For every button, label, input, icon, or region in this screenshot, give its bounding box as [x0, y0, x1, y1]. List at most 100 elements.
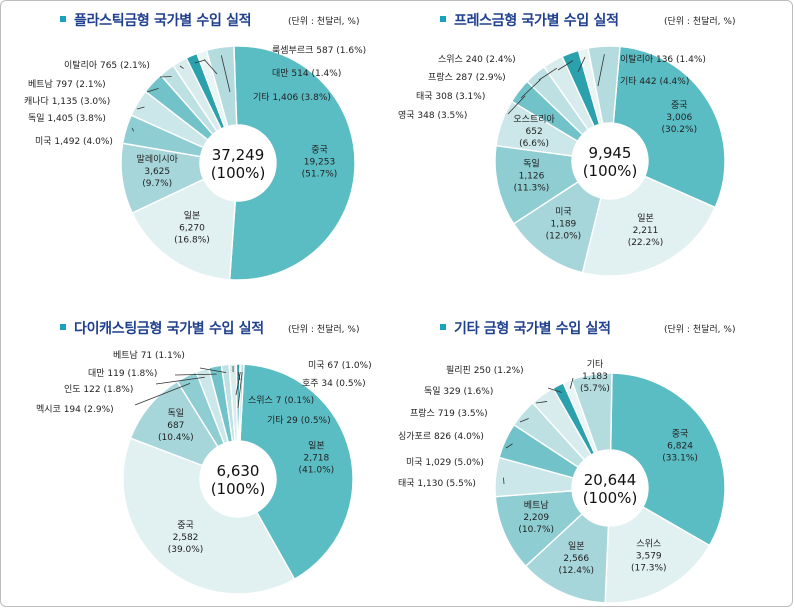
- center-total-pct: (100%): [583, 162, 638, 180]
- slice-label-태국: 태국 1,130 (5.5%): [398, 478, 476, 489]
- leader-line: [569, 377, 574, 389]
- slice-pct: (33.1%): [662, 453, 698, 463]
- center-total-pct: (100%): [583, 489, 638, 507]
- slice-value: 1,126: [519, 172, 545, 182]
- slice-일본: [131, 178, 237, 281]
- slice-name: 중국: [671, 100, 688, 111]
- slice-pct: (11.3%): [514, 184, 550, 194]
- slice-name: 일본: [637, 213, 654, 224]
- center-total-value: 37,249: [212, 146, 265, 164]
- slice-name: 일본: [308, 441, 325, 452]
- slice-name: 기타: [587, 359, 604, 370]
- slice-value: 3,579: [636, 552, 662, 562]
- leader-line: [179, 65, 184, 69]
- leader-line: [203, 59, 218, 75]
- slice-name: 중국: [311, 144, 328, 155]
- slice-name: 일본: [184, 210, 201, 221]
- leader-line: [538, 67, 558, 81]
- chart-title: 다이캐스팅금형 국가별 수입 실적: [60, 318, 264, 338]
- slice-value: 652: [526, 127, 543, 137]
- slice-name: 독일: [168, 408, 185, 419]
- slice-value: 2,566: [563, 554, 589, 564]
- slice-name: 독일: [523, 159, 540, 170]
- chart-title: 프레스금형 국가별 수입 실적: [440, 10, 619, 30]
- donut-chart: 37,249(100%) 중국 19,253 (51.7%) 일본 6,270 (16.8%…: [24, 45, 366, 281]
- leader-line: [174, 373, 217, 376]
- slice-기타: [587, 45, 621, 125]
- slice-label-스위스: 스위스 240 (2.4%): [438, 54, 516, 65]
- slice-label-멕시코: 멕시코 194 (2.9%): [36, 404, 114, 415]
- slice-label-일본: 일본 6,270 (16.8%): [174, 210, 210, 245]
- slice-일본: [524, 512, 610, 604]
- slice-label-싱가포르: 싱가포르 826 (4.0%): [398, 431, 484, 442]
- slice-value: 1,189: [551, 220, 577, 230]
- panel-plastic-mold: 플라스틱금형 국가별 수입 실적 (단위 : 천달러, %) 37,249 (10…: [0, 0, 395, 300]
- leader-line: [235, 371, 241, 396]
- slice-label-인도: 인도 122 (1.8%): [64, 384, 133, 395]
- slice-value: 3,625: [144, 167, 170, 177]
- leader-line: [136, 106, 145, 110]
- slice-label-미국: 미국 1,492 (4.0%): [35, 136, 113, 147]
- slice-label-기타: 기타 29 (0.5%): [267, 415, 331, 426]
- slice-value: 19,253: [304, 157, 336, 167]
- center-total-value: 6,630: [217, 462, 260, 480]
- chart-title: 플라스틱금형 국가별 수입 실적: [60, 10, 252, 30]
- center-total-value: 20,644: [584, 471, 637, 489]
- center-total-pct: (100%): [211, 480, 266, 498]
- leader-line: [577, 56, 586, 73]
- slice-name: 오스트리아: [513, 114, 555, 125]
- leader-line: [519, 418, 529, 423]
- slice-label-일본: 일본 2,566 (12.4%): [558, 541, 594, 576]
- slice-label-프랑스: 프랑스 719 (3.5%): [410, 407, 488, 419]
- slice-label-호주: 호주 34 (0.5%): [302, 378, 366, 389]
- slice-label-기타: 기타 1,183 (5.7%): [580, 359, 610, 394]
- slice-label-일본: 일본 2,211 (22.2%): [628, 213, 664, 248]
- slice-name: 일본: [568, 541, 585, 552]
- slice-label-베트남: 베트남 2,209 (10.7%): [518, 500, 554, 535]
- slice-value: 2,211: [633, 226, 659, 236]
- slice-value: 2,582: [173, 533, 199, 543]
- unit-note: (단위 : 천달러, %): [288, 325, 360, 335]
- slice-label-독일: 독일 1,405 (3.8%): [28, 113, 106, 124]
- slice-일본: [581, 175, 717, 277]
- slice-pct: (30.2%): [661, 125, 697, 135]
- slice-pct: (17.3%): [631, 564, 667, 574]
- title-bullet-icon: [440, 324, 446, 330]
- slice-중국: [228, 45, 356, 281]
- slice-label-베트남: 베트남 797 (2.1%): [28, 79, 106, 90]
- leader-line: [146, 88, 159, 93]
- center-total-value: 9,945: [589, 144, 632, 162]
- slice-label-독일: 독일 687 (10.4%): [158, 408, 194, 443]
- slice-pct: (39.0%): [168, 545, 204, 555]
- slice-label-프랑스: 프랑스 287 (2.9%): [428, 71, 506, 83]
- slice-중국: [612, 45, 726, 209]
- slice-pct: (10.7%): [518, 525, 554, 535]
- slice-pct: (16.8%): [174, 235, 210, 245]
- unit-note: (단위 : 천달러, %): [664, 17, 736, 27]
- slice-name: 중국: [672, 428, 689, 439]
- leader-line: [547, 387, 562, 393]
- leader-line: [131, 127, 135, 132]
- leader-line: [520, 79, 541, 99]
- slice-스위스: [604, 506, 711, 604]
- slice-label-미국: 미국 1,029 (5.0%): [406, 457, 484, 468]
- slice-name: 베트남: [524, 500, 549, 511]
- slice-pct: (41.0%): [299, 466, 335, 476]
- slice-pct: (6.6%): [519, 139, 549, 149]
- slice-value: 687: [167, 421, 184, 431]
- leader-line: [155, 376, 205, 385]
- panel-press-mold: 프레스금형 국가별 수입 실적 (단위 : 천달러, %) 9,945 (100%…: [398, 0, 793, 300]
- slice-label-중국: 중국 19,253 (51.7%): [302, 144, 338, 179]
- leader-line: [237, 371, 241, 381]
- donut-chart: 9,945(100%) 중국 3,006 (30.2%) 일본 2,211 (22.2%) 미…: [398, 45, 726, 277]
- leader-line: [597, 54, 605, 87]
- leader-line: [535, 401, 548, 404]
- slice-label-룩셈부르크: 룩셈부르크 587 (1.6%): [272, 45, 366, 56]
- panel-diecasting-mold: 다이캐스팅금형 국가별 수입 실적 (단위 : 천달러, %) 6,630 (10…: [0, 308, 395, 608]
- slice-name: 말레이시아: [137, 153, 179, 165]
- slice-일본: [239, 363, 354, 581]
- title-bullet-icon: [60, 324, 66, 330]
- leader-line: [505, 443, 513, 449]
- slice-name: 스위스: [636, 539, 661, 550]
